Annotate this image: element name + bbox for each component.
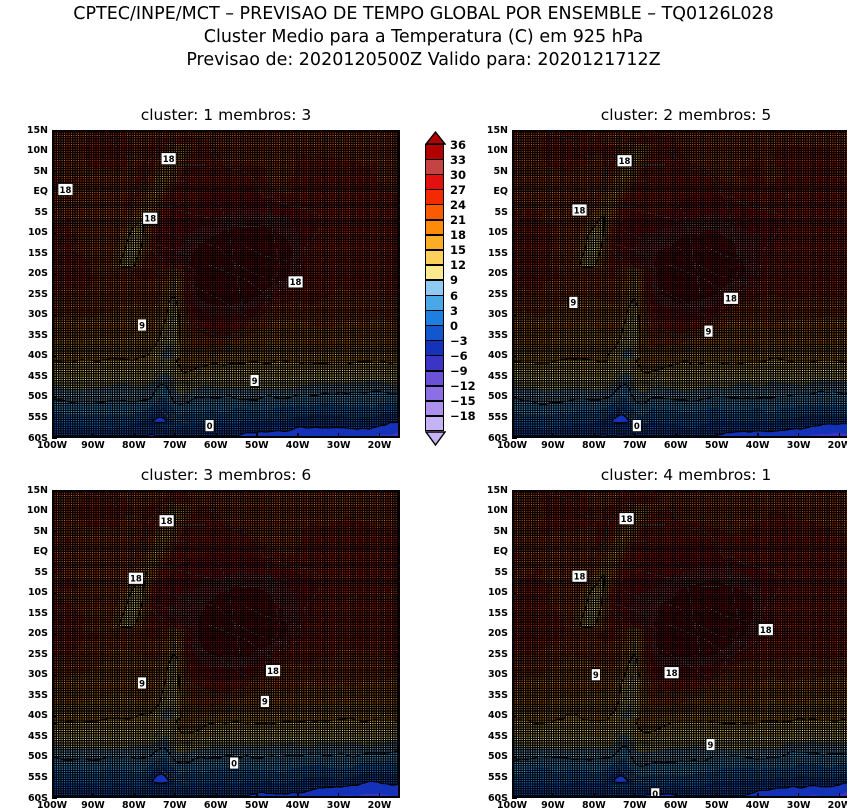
y-axis-tick-label: EQ [476,546,508,557]
y-axis-tick-label: 55S [476,772,508,783]
x-axis-tick [675,793,676,798]
y-axis-tick [512,572,517,573]
y-axis-tick [512,592,517,593]
x-axis-tick-label: 70W [613,800,657,811]
y-axis-tick [512,715,517,716]
y-axis-tick-label: 35S [476,690,508,701]
y-axis-tick [512,490,517,491]
x-axis-tick [593,793,594,798]
x-axis-tick [552,793,553,798]
y-axis-tick [512,695,517,696]
y-axis-tick-label: 25S [476,649,508,660]
x-axis-tick-label: 30W [777,800,821,811]
panel-title-4: cluster: 4 membros: 1 [472,466,847,484]
contour-label: 18 [760,626,772,636]
y-axis-tick [512,551,517,552]
y-axis-tick-label: 45S [476,731,508,742]
y-axis-tick-label: 20S [476,628,508,639]
y-axis-tick [512,613,517,614]
contour-label: 18 [574,572,586,582]
contour-label: 18 [666,669,678,679]
contour-label: 0 [652,790,658,798]
y-axis-tick-label: 50S [476,751,508,762]
map-plot-area: 18 18 18 18 9 9 0 [512,490,847,798]
x-axis-tick-label: 40W [736,800,780,811]
x-axis-tick-label: 80W [572,800,616,811]
y-axis-tick [512,736,517,737]
x-axis-tick [757,793,758,798]
x-axis-tick [839,793,840,798]
y-axis-tick [512,654,517,655]
y-axis-tick [512,756,517,757]
y-axis-tick-label: 30S [476,669,508,680]
y-axis-tick-label: 5S [476,567,508,578]
x-axis-tick [716,793,717,798]
y-axis-tick-label: 5N [476,526,508,537]
contour-map: 18 18 18 18 9 9 0 [514,492,847,798]
y-axis-tick-label: 10S [476,587,508,598]
x-axis-tick-label: 100W [490,800,534,811]
y-axis-tick [512,633,517,634]
y-axis-tick [512,531,517,532]
y-axis-tick-label: 40S [476,710,508,721]
y-axis-tick [512,777,517,778]
y-axis-tick [512,674,517,675]
x-axis-tick-label: 50W [695,800,739,811]
y-axis-tick-label: 15S [476,608,508,619]
x-axis-tick [512,793,513,798]
y-axis-tick [512,510,517,511]
x-axis-tick-label: 90W [531,800,575,811]
contour-label: 9 [593,671,599,681]
x-axis-tick-label: 60W [654,800,698,811]
x-axis-tick-label: 20W [818,800,847,811]
x-axis-tick [634,793,635,798]
x-axis-tick [798,793,799,798]
y-axis-tick-label: 15N [476,485,508,496]
y-axis-tick-label: 10N [476,505,508,516]
contour-label: 18 [621,515,633,525]
contour-label: 9 [708,741,714,751]
